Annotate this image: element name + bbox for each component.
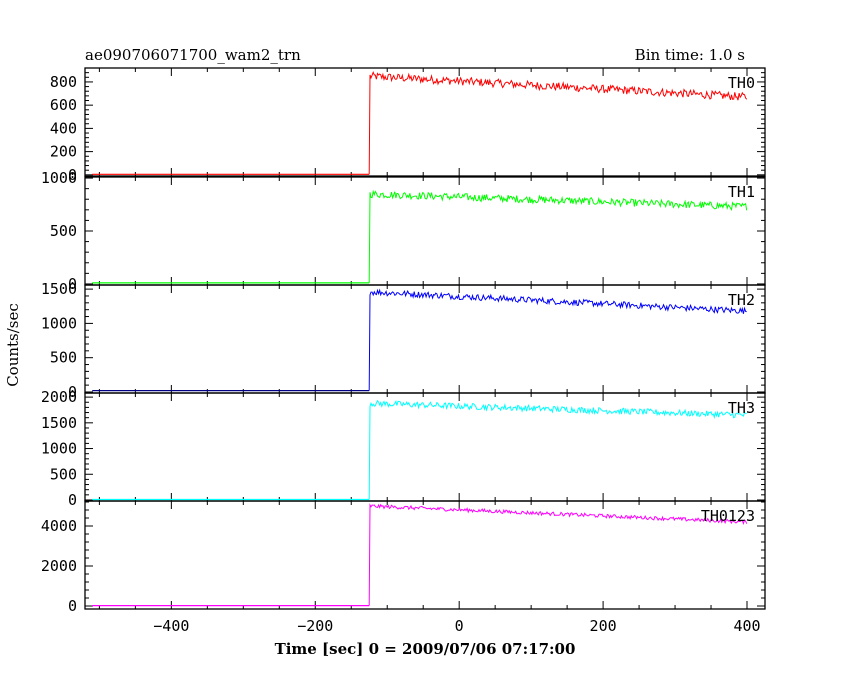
panel-th0: 0 200 400 600 800 TH0 [50, 67, 766, 184]
series-line-th1 [368, 189, 748, 283]
panel-frame [84, 284, 766, 394]
y-tick-label: 1000 [41, 169, 77, 187]
y-tick-label: 0 [68, 491, 77, 509]
panel-th0123: 0 2000 4000 TH0123 [41, 500, 766, 615]
y-tick-label: 500 [50, 465, 77, 483]
y-tick-label: 0 [68, 275, 77, 293]
y-tick-label: 0 [68, 597, 77, 615]
y-tick-label: 2000 [41, 557, 77, 575]
series-label-th1: TH1 [728, 183, 755, 201]
panel-frame [84, 176, 766, 286]
y-tick-label: 200 [50, 143, 77, 161]
series-line-th0123 [368, 503, 748, 606]
series-label-th3: TH3 [728, 399, 755, 417]
series-line-th3 [368, 399, 747, 500]
y-tick-label: 1500 [41, 414, 77, 432]
series-label-th0: TH0 [728, 74, 755, 92]
panel-th1: 0 500 1000 TH1 [41, 169, 766, 293]
panels-group: 0 200 400 600 800 TH0 0 500 1000 TH1 0 500 1000 1500 T… [41, 67, 766, 615]
y-tick-label: 2000 [41, 388, 77, 406]
y-tick-label: 800 [50, 73, 77, 91]
y-tick-label: 500 [50, 222, 77, 240]
y-tick-label: 0 [68, 166, 77, 184]
y-tick-label: 600 [50, 96, 77, 114]
series-label-th0123: TH0123 [701, 507, 755, 525]
y-tick-label: 500 [50, 349, 77, 367]
x-axis-label: Time [sec] 0 = 2009/07/06 07:17:00 [275, 640, 576, 658]
x-axis: −400 −200 0 200 400 [153, 617, 760, 635]
panel-frame [84, 500, 766, 610]
x-tick-label: −200 [297, 617, 333, 635]
panel-frame [84, 67, 766, 177]
panel-th2: 0 500 1000 1500 TH2 [41, 280, 766, 401]
series-line-th0 [368, 70, 748, 175]
y-tick-label: 1000 [41, 314, 77, 332]
x-tick-label: 400 [733, 617, 760, 635]
y-tick-label: 400 [50, 119, 77, 137]
y-tick-label: 4000 [41, 517, 77, 535]
x-tick-label: −400 [153, 617, 189, 635]
series-label-th2: TH2 [728, 291, 755, 309]
x-tick-label: 0 [455, 617, 464, 635]
chart-title: ae090706071700_wam2_trn [85, 46, 301, 64]
panel-frame [84, 392, 766, 502]
panel-th3: 0 500 1000 1500 2000 TH3 [41, 388, 766, 509]
x-tick-label: 200 [590, 617, 617, 635]
bin-time-label: Bin time: 1.0 s [635, 46, 745, 64]
y-tick-label: 1500 [41, 280, 77, 298]
y-tick-label: 1000 [41, 440, 77, 458]
series-line-th2 [368, 288, 747, 391]
y-tick-label: 0 [68, 383, 77, 401]
y-axis-label: Counts/sec [4, 303, 22, 387]
